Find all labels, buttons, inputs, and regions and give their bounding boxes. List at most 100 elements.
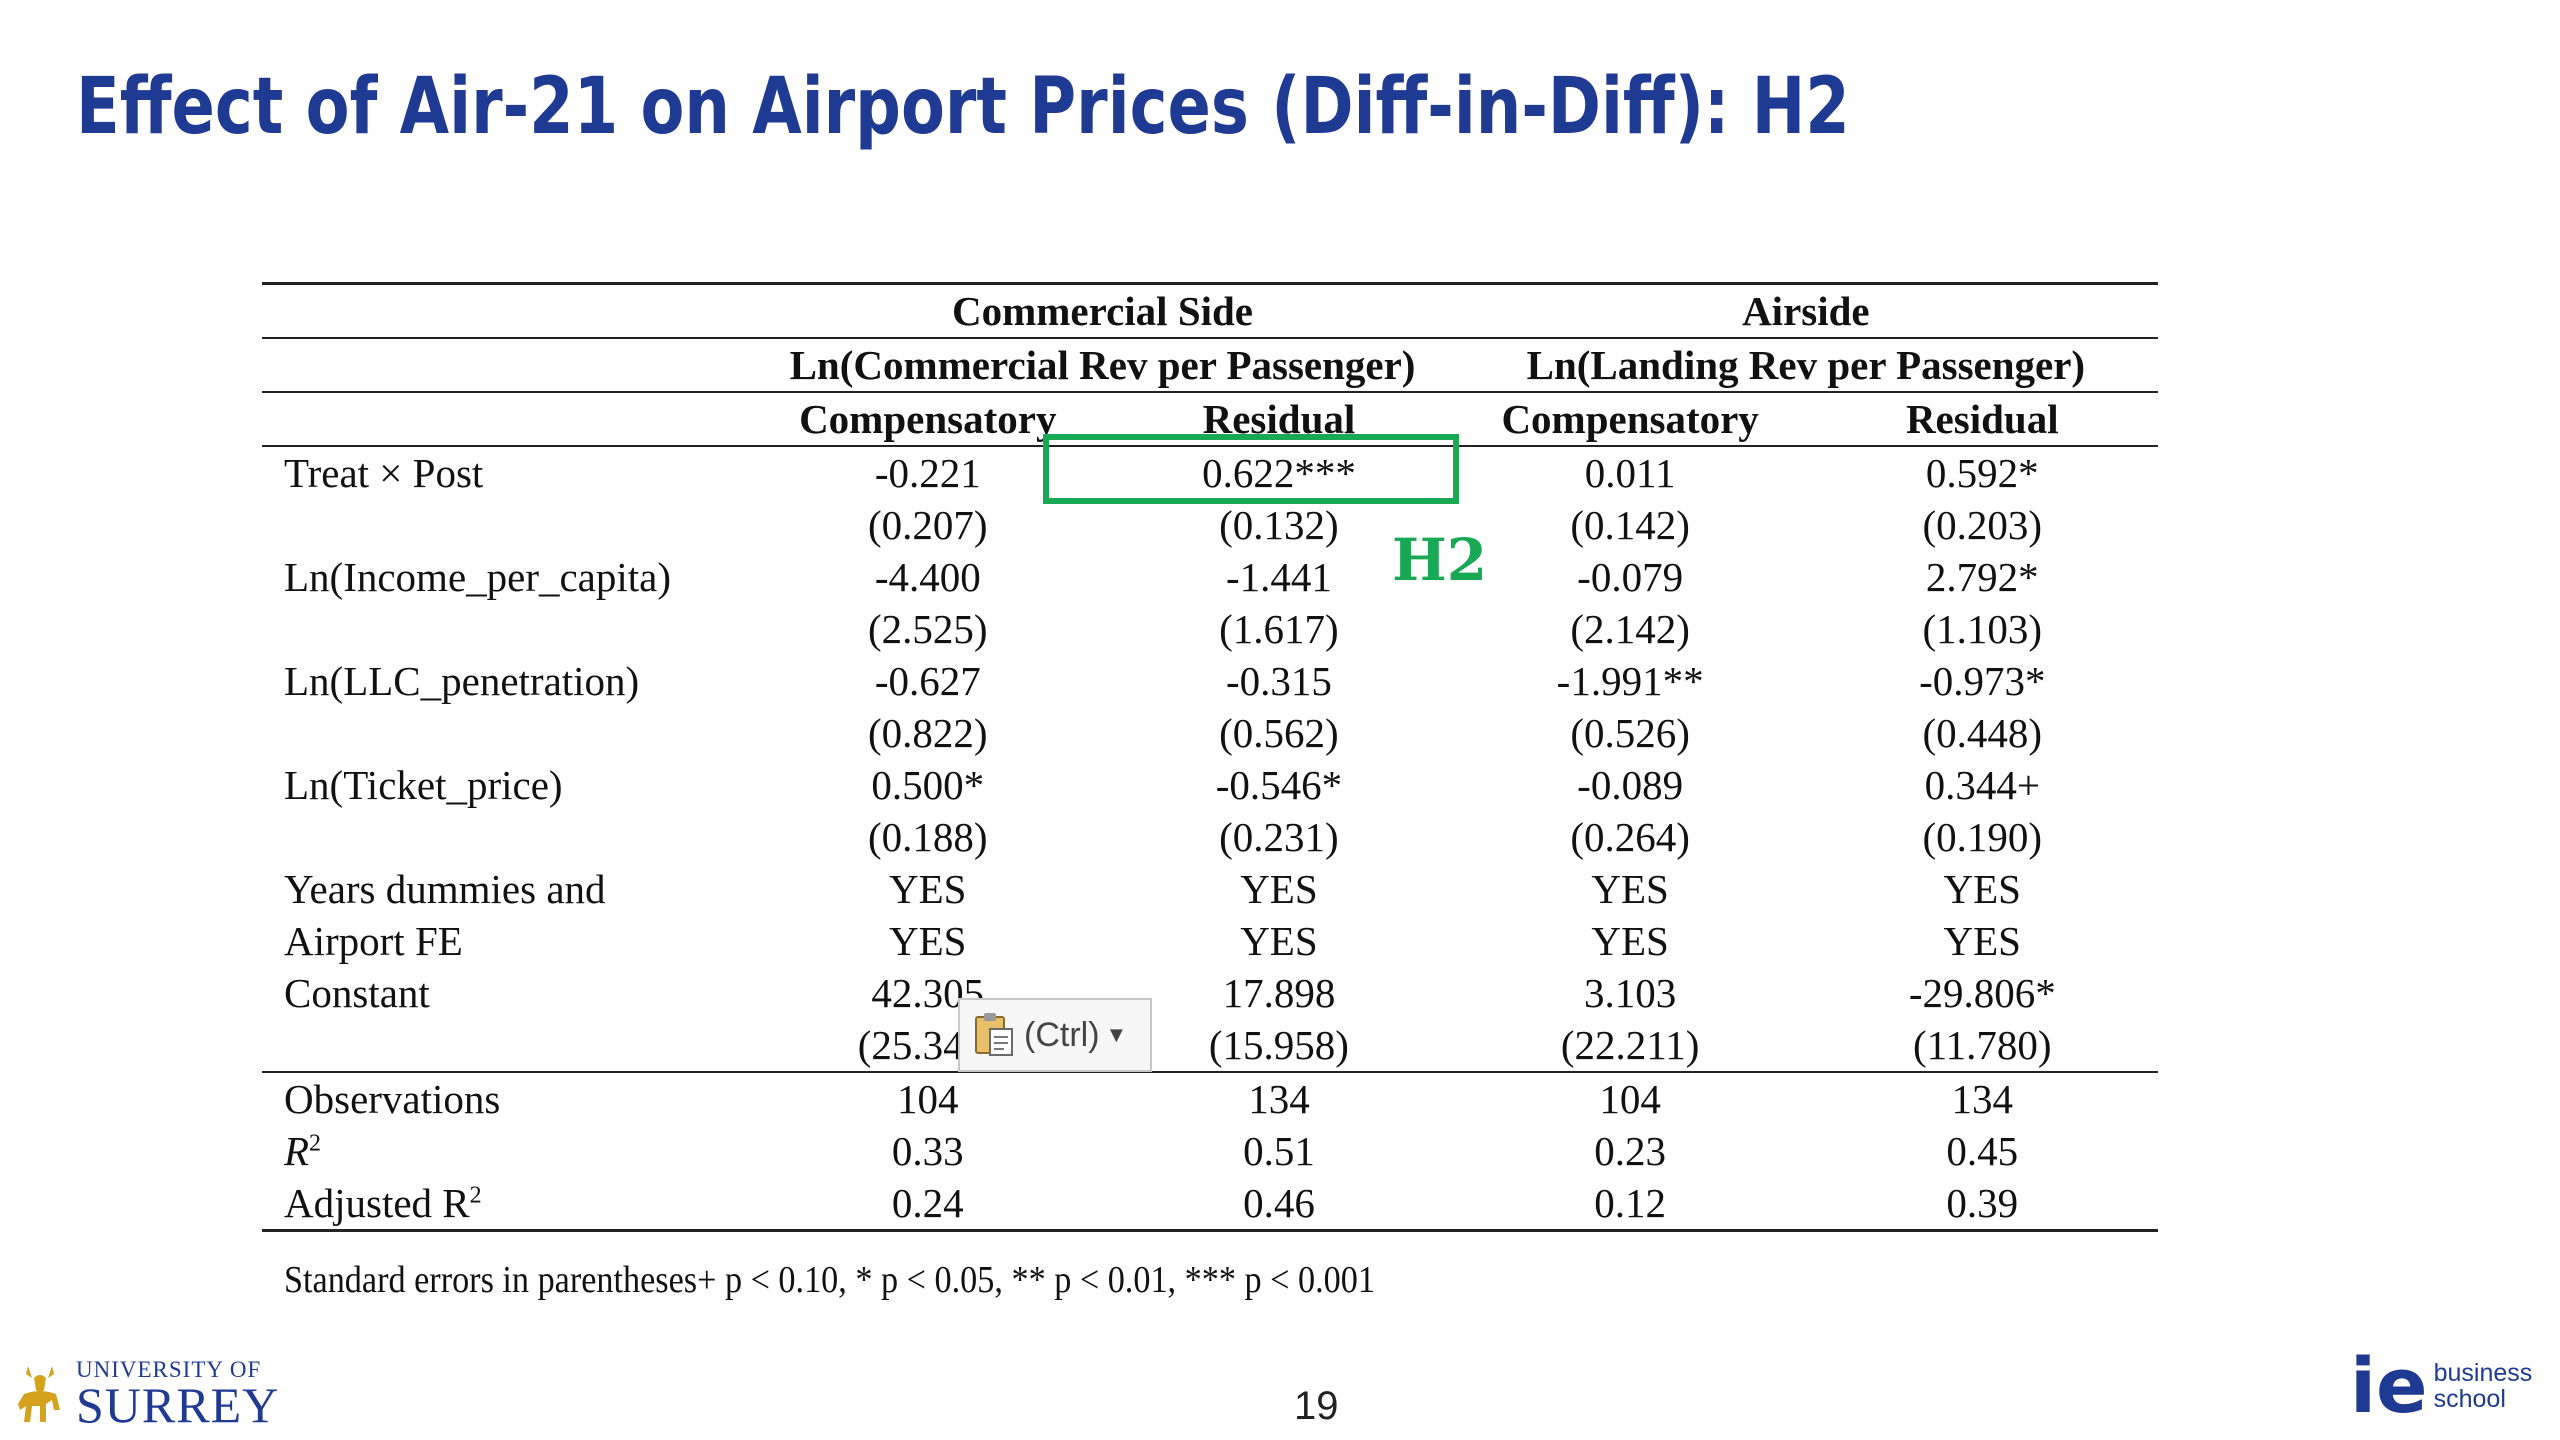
logo-text-big: SURREY bbox=[76, 1377, 280, 1433]
table-cell: (2.525) bbox=[867, 606, 988, 652]
table-row: Ln(Ticket_price) 0.500* -0.546* -0.089 0.344… bbox=[262, 759, 2158, 811]
row-label: Ln(LLC_penetration) bbox=[284, 658, 640, 704]
table-cell: YES bbox=[889, 918, 967, 964]
row-label: Ln(Ticket_price) bbox=[284, 762, 563, 808]
row-label: Observations bbox=[262, 1071, 752, 1125]
table-cell: 0.592* bbox=[1806, 445, 2158, 499]
table-cell: 134 bbox=[1104, 1071, 1454, 1125]
row-label bbox=[262, 707, 751, 759]
table-row: Ln(Income_per_capita) -4.400 -1.441 -0.079 2… bbox=[262, 551, 2158, 603]
table-cell: (0.203) bbox=[1922, 502, 2043, 548]
ie-mark: ie bbox=[2350, 1341, 2428, 1430]
row-label: Adjusted R2 bbox=[262, 1177, 752, 1232]
table-cell: -0.089 bbox=[1577, 762, 1684, 808]
table-cell: YES bbox=[889, 866, 967, 912]
row-label bbox=[262, 603, 751, 655]
table-cell: 0.011 bbox=[1453, 445, 1807, 499]
table-row: (0.822) (0.562) (0.526) (0.448) bbox=[262, 707, 2158, 759]
table-cell: YES bbox=[1943, 918, 2021, 964]
table-cell: (1.617) bbox=[1219, 606, 1339, 652]
table-cell: 17.898 bbox=[1222, 970, 1336, 1016]
table-cell: (1.103) bbox=[1922, 606, 2043, 652]
table-cell: 0.12 bbox=[1453, 1177, 1807, 1232]
table-cell: YES bbox=[1943, 866, 2021, 912]
table-cell: -0.546* bbox=[1215, 762, 1343, 808]
table-cell: -0.627 bbox=[874, 658, 981, 704]
column-header: Compensatory bbox=[1453, 391, 1807, 446]
table-cell: (15.958) bbox=[1208, 1022, 1349, 1068]
table-cell: (22.211) bbox=[1560, 1022, 1700, 1068]
table-cell: 0.39 bbox=[1806, 1177, 2158, 1232]
table-cell: 0.45 bbox=[1946, 1128, 2019, 1174]
row-label-superscript: 2 bbox=[469, 1182, 482, 1209]
table-row: Airport FE YES YES YES YES bbox=[262, 915, 2158, 967]
table-cell: -4.400 bbox=[874, 554, 981, 600]
clipboard-icon bbox=[975, 1013, 1013, 1056]
regression-table: Commercial Side Airside Ln(Commercial Re… bbox=[262, 282, 2158, 1232]
table-cell: -1.441 bbox=[1225, 554, 1332, 600]
table-row: (25.348) (15.958) (22.211) (11.780) bbox=[262, 1019, 2158, 1072]
stat-row: Observations 104 134 104 134 bbox=[262, 1071, 2158, 1125]
stat-row: R2 0.33 0.51 0.23 0.45 bbox=[262, 1125, 2158, 1177]
h2-highlight-box bbox=[1043, 434, 1459, 504]
dep-var-row: Ln(Commercial Rev per Passenger) Ln(Land… bbox=[262, 337, 2158, 392]
table-cell: 3.103 bbox=[1584, 970, 1677, 1016]
table-cell: (0.562) bbox=[1219, 710, 1339, 756]
row-label-superscript: 2 bbox=[309, 1130, 322, 1157]
table-cell: (0.190) bbox=[1922, 814, 2043, 860]
row-label: Treat × Post bbox=[262, 445, 752, 499]
table-cell: 0.23 bbox=[1594, 1128, 1666, 1174]
stag-icon bbox=[18, 1366, 60, 1422]
row-label: R2 bbox=[262, 1125, 751, 1177]
table-cell: YES bbox=[1240, 866, 1318, 912]
logo-text-small: UNIVERSITY OF bbox=[76, 1357, 262, 1382]
table-cell: (0.188) bbox=[867, 814, 988, 860]
group-header-row: Commercial Side Airside bbox=[262, 282, 2158, 338]
chevron-down-icon: ▼ bbox=[1105, 1022, 1128, 1047]
table-cell: (0.132) bbox=[1219, 502, 1339, 548]
paste-options-button[interactable]: (Ctrl) ▼ bbox=[958, 998, 1152, 1072]
table-cell: 0.33 bbox=[891, 1128, 964, 1174]
table-cell: 104 bbox=[751, 1071, 1105, 1125]
table-cell: 0.51 bbox=[1243, 1128, 1315, 1174]
table-cell: (11.780) bbox=[1913, 1022, 2052, 1068]
table-cell: (0.207) bbox=[867, 502, 988, 548]
slide-title: Effect of Air-21 on Airport Prices (Diff… bbox=[76, 62, 1850, 152]
table-row: (0.207) (0.132) (0.142) (0.203) bbox=[262, 499, 2158, 551]
table-cell: (0.822) bbox=[867, 710, 988, 756]
table-cell: -29.806* bbox=[1908, 970, 2056, 1016]
row-label: Airport FE bbox=[284, 918, 463, 964]
table-cell: 0.46 bbox=[1104, 1177, 1454, 1232]
row-label: Years dummies and bbox=[284, 866, 606, 912]
table-row: (0.188) (0.231) (0.264) (0.190) bbox=[262, 811, 2158, 863]
logo-text-school: school bbox=[2433, 1385, 2506, 1413]
table-cell: (0.264) bbox=[1570, 814, 1690, 860]
table-footnote: Standard errors in parentheses+ p < 0.10… bbox=[284, 1259, 1375, 1301]
table-cell: -0.079 bbox=[1577, 554, 1684, 600]
dep-var-commercial: Ln(Commercial Rev per Passenger) bbox=[751, 337, 1454, 392]
table-cell: 0.500* bbox=[871, 762, 985, 808]
university-of-surrey-logo: UNIVERSITY OF SURREY bbox=[10, 1357, 280, 1433]
row-label-base: R bbox=[284, 1128, 310, 1174]
table-cell: -0.973* bbox=[1919, 658, 2046, 704]
table-cell: -1.991** bbox=[1556, 658, 1704, 704]
paste-options-label: (Ctrl) bbox=[1024, 1015, 1100, 1054]
row-label-base: Adjusted R bbox=[284, 1180, 470, 1226]
logo-text-business: business bbox=[2433, 1359, 2533, 1387]
table-cell: -0.315 bbox=[1225, 658, 1332, 704]
table-cell: 134 bbox=[1806, 1071, 2158, 1125]
table-row: Ln(LLC_penetration) -0.627 -0.315 -1.991** -… bbox=[262, 655, 2158, 707]
h2-annotation: H2 bbox=[1392, 526, 1488, 594]
table-row: Constant 42.305 17.898 3.103 -29.806* bbox=[262, 967, 2158, 1019]
group-header-commercial: Commercial Side bbox=[751, 282, 1454, 338]
row-label bbox=[262, 499, 751, 551]
table-cell: (0.231) bbox=[1219, 814, 1339, 860]
table-cell: (2.142) bbox=[1570, 606, 1690, 652]
group-header-airside: Airside bbox=[1453, 282, 2158, 338]
table-cell: 0.622*** bbox=[1104, 445, 1454, 499]
row-label: Ln(Income_per_capita) bbox=[284, 554, 672, 600]
table-cell: 0.344+ bbox=[1924, 762, 2040, 808]
table-cell: (0.142) bbox=[1570, 502, 1690, 548]
table-cell: (0.526) bbox=[1570, 710, 1690, 756]
table-cell: 104 bbox=[1453, 1071, 1807, 1125]
